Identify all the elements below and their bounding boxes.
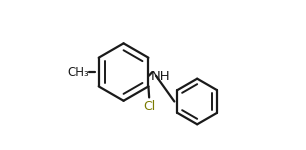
Text: CH₃: CH₃ [67, 66, 89, 79]
Text: NH: NH [151, 70, 171, 83]
Text: Cl: Cl [143, 100, 155, 113]
